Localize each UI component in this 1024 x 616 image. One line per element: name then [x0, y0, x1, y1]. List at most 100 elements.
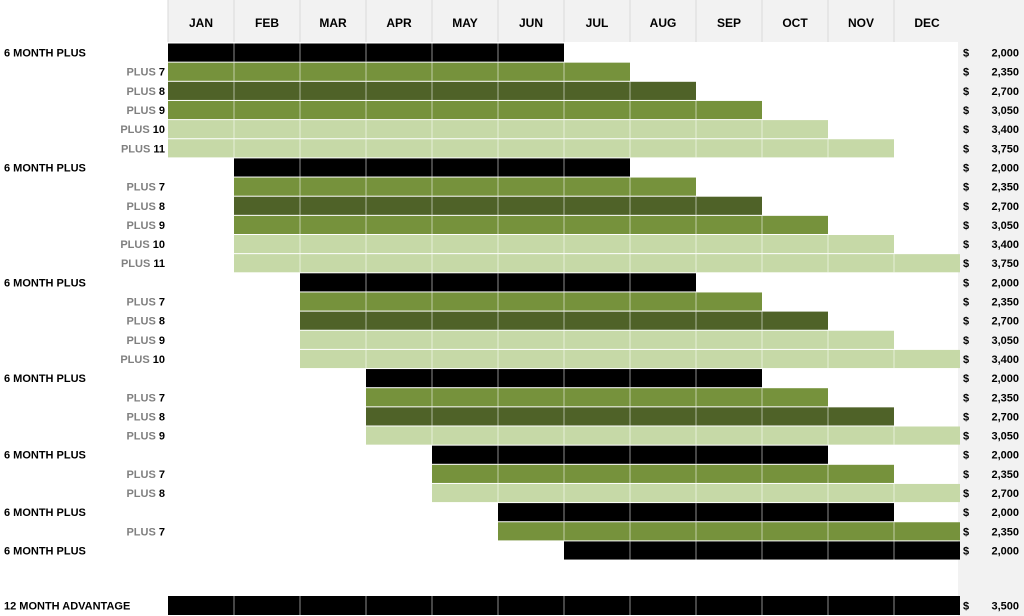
currency-symbol: $ [963, 182, 969, 194]
currency-symbol: $ [963, 316, 969, 328]
row-label-prefix: PLUS [126, 488, 155, 500]
row-label: 6 MONTH PLUS [4, 507, 86, 519]
row-price: 2,350 [991, 392, 1019, 404]
row-label-number: 7 [159, 392, 165, 404]
row-label-prefix: PLUS [126, 297, 155, 309]
row-price: 2,000 [991, 277, 1019, 289]
row-label-number: 11 [153, 143, 165, 155]
row-price: 3,050 [991, 220, 1019, 232]
row-label: 6 MONTH PLUS [4, 450, 86, 462]
currency-symbol: $ [963, 143, 969, 155]
month-label: OCT [782, 16, 808, 30]
row-price: 2,700 [991, 201, 1019, 213]
row-price: 3,750 [991, 258, 1019, 270]
row-label-number: 7 [159, 469, 165, 481]
row-label-prefix: PLUS [126, 105, 155, 117]
currency-symbol: $ [963, 545, 969, 557]
plus-bar [168, 100, 762, 120]
currency-symbol: $ [963, 124, 969, 136]
row-label-number: 9 [159, 335, 165, 347]
row-label: PLUS 7 [126, 297, 165, 309]
row-price: 3,050 [991, 335, 1019, 347]
row-label: PLUS 8 [126, 488, 165, 500]
row-price: 2,350 [991, 526, 1019, 538]
currency-symbol: $ [963, 526, 969, 538]
row-label-prefix: PLUS [120, 124, 149, 136]
row-price: 3,400 [991, 354, 1019, 366]
currency-symbol: $ [963, 239, 969, 251]
row-price: 2,350 [991, 67, 1019, 79]
row-label: PLUS 8 [126, 316, 165, 328]
currency-symbol: $ [963, 258, 969, 270]
row-price: 2,350 [991, 182, 1019, 194]
plus-bar [300, 292, 762, 311]
month-label: FEB [255, 16, 279, 30]
row-price: 2,700 [991, 488, 1019, 500]
row-label: PLUS 7 [126, 469, 165, 481]
row-label-prefix: PLUS [126, 67, 155, 79]
row-price: 2,000 [991, 48, 1019, 60]
plus-bar [234, 254, 960, 273]
row-label-number: 10 [153, 354, 165, 366]
row-label-prefix: PLUS [126, 392, 155, 404]
row-label-number: 7 [159, 182, 165, 194]
row-label-prefix: PLUS [126, 526, 155, 538]
row-label: 6 MONTH PLUS [4, 277, 86, 289]
row-label-prefix: PLUS [126, 431, 155, 443]
advantage-price: 3,500 [991, 601, 1019, 613]
row-label-prefix: PLUS [121, 258, 150, 270]
row-label: PLUS 10 [120, 239, 165, 251]
month-label: MAY [452, 16, 478, 30]
row-label-number: 9 [159, 220, 165, 232]
row-price: 2,000 [991, 162, 1019, 174]
row-label: PLUS 9 [126, 105, 165, 117]
row-label-number: 9 [159, 105, 165, 117]
currency-symbol: $ [963, 105, 969, 117]
row-label-number: 8 [159, 488, 165, 500]
row-label-number: 8 [159, 86, 165, 98]
currency-symbol: $ [963, 431, 969, 443]
row-label-prefix: PLUS [126, 411, 155, 423]
plus-bar [432, 464, 894, 483]
plus-bar [168, 139, 894, 158]
currency-symbol: $ [963, 450, 969, 462]
plus-bar [300, 330, 894, 349]
row-label-number: 8 [159, 411, 165, 423]
plus-bar [234, 215, 828, 234]
row-label: PLUS 9 [126, 220, 165, 232]
month-label: NOV [848, 16, 874, 30]
plus-bar [168, 62, 630, 81]
row-label-number: 10 [153, 239, 165, 251]
row-label-prefix: PLUS [121, 143, 150, 155]
currency-symbol: $ [963, 67, 969, 79]
currency-symbol: $ [963, 411, 969, 423]
currency-symbol: $ [963, 488, 969, 500]
currency-symbol: $ [963, 220, 969, 232]
row-label-prefix: PLUS [126, 220, 155, 232]
row-label-number: 8 [159, 316, 165, 328]
currency-symbol: $ [963, 469, 969, 481]
row-label: PLUS 8 [126, 86, 165, 98]
advantage-label: 12 MONTH ADVANTAGE [4, 601, 130, 613]
row-price: 2,350 [991, 297, 1019, 309]
row-label: PLUS 7 [126, 526, 165, 538]
currency-symbol: $ [963, 354, 969, 366]
row-price: 2,000 [991, 373, 1019, 385]
row-price: 3,750 [991, 143, 1019, 155]
currency-symbol: $ [963, 162, 969, 174]
month-label: JUN [519, 16, 543, 30]
plus-bar [366, 426, 960, 445]
row-label-number: 7 [159, 67, 165, 79]
currency-symbol: $ [963, 48, 969, 60]
row-price: 3,400 [991, 239, 1019, 251]
row-price: 2,350 [991, 469, 1019, 481]
currency-symbol: $ [963, 277, 969, 289]
row-price: 3,050 [991, 105, 1019, 117]
month-label: APR [386, 16, 412, 30]
row-label-number: 9 [159, 431, 165, 443]
row-label-prefix: PLUS [120, 354, 149, 366]
row-label-number: 7 [159, 297, 165, 309]
row-label-prefix: PLUS [126, 182, 155, 194]
currency-symbol: $ [963, 335, 969, 347]
